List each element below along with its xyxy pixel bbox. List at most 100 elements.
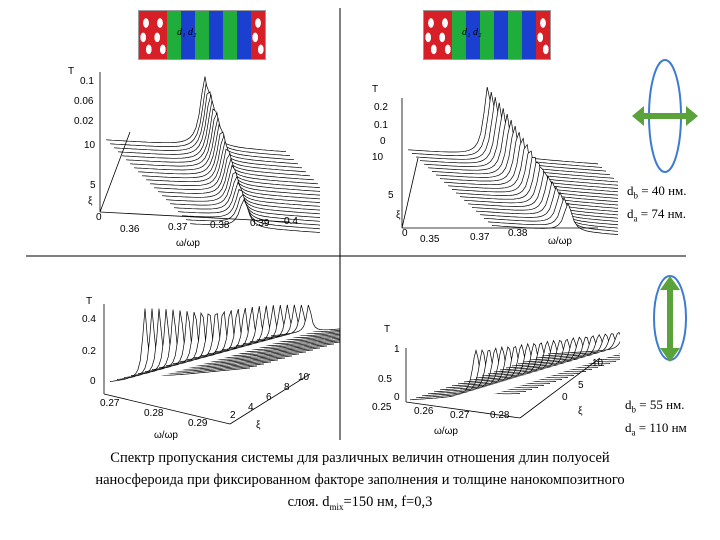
t-tick: 0.02	[74, 116, 94, 127]
layer-band	[494, 11, 508, 59]
t-tick: 0.2	[374, 102, 388, 113]
spectrum-curve	[487, 196, 618, 232]
caption-line: наносфероида при фиксированном факторе з…	[95, 472, 625, 488]
layer-band	[466, 11, 480, 59]
t-tick: 0.4	[82, 314, 96, 325]
t-tick: 0	[90, 376, 96, 387]
xi-tick: 10	[592, 358, 604, 369]
xi-tick: 5	[388, 190, 394, 201]
xi-tick: 5	[578, 380, 584, 391]
spectrum-curve	[242, 304, 340, 345]
w-tick: 0.25	[372, 402, 392, 413]
plot-bottom-right: T 1 0.5 0 10 5 0 ξ 0.25 0.26 0.27 0.28 ω…	[372, 324, 620, 437]
xi-axis-label: ξ	[88, 196, 93, 207]
xi-tick: 10	[84, 140, 96, 151]
param-line-db: db = 40 нм.	[627, 183, 687, 201]
axis-frame	[401, 98, 598, 229]
layer-band	[223, 11, 237, 59]
spectrum-curve	[263, 304, 340, 339]
t-axis-label: T	[86, 296, 92, 307]
layer-band	[181, 11, 195, 59]
layer-structure-strip-1: d₁ d₂	[138, 10, 266, 60]
layer-band	[167, 11, 181, 59]
xi-tick: 10	[298, 372, 310, 383]
w-axis-label: ω/ωp	[154, 430, 178, 441]
polarization-vertical-icon	[653, 275, 687, 362]
w-axis-label: ω/ωp	[434, 426, 458, 437]
w-tick: 0.28	[144, 408, 164, 419]
params-bottom: db = 55 нм. da = 110 нм	[625, 396, 687, 441]
w-tick: 0.27	[100, 398, 120, 409]
w-tick: 0.26	[414, 406, 434, 417]
w-tick: 0.39	[250, 218, 270, 229]
w-tick: 0.27	[450, 410, 470, 421]
spectrum-curve	[535, 333, 620, 359]
xi-axis-label: ξ	[396, 210, 401, 221]
plot-bottom-left: T 0.4 0.2 0 10 8 6 4 2 ξ 0.27 0.28 0.29 …	[82, 296, 340, 441]
t-axis-label: T	[384, 324, 390, 335]
plot-top-right: T 0.2 0.1 0 10 5 0 ξ 0.35 0.37 0.38 ω/ωp	[372, 84, 618, 247]
axis-frame	[103, 304, 311, 425]
surface-mesh	[401, 87, 618, 235]
caption-line: слоя. dmix=150 нм, f=0,3	[287, 494, 433, 512]
layer-band	[195, 11, 209, 59]
w-axis-label: ω/ωp	[176, 238, 200, 249]
xi-tick: 6	[266, 392, 272, 403]
xi-tick: 0	[562, 392, 568, 403]
layer-band	[522, 11, 536, 59]
surface-mesh	[103, 304, 340, 425]
figure-caption: Спектр пропускания системы для различных…	[20, 447, 700, 518]
layer-band	[139, 11, 153, 59]
t-axis-label: T	[68, 66, 74, 77]
layer-band	[237, 11, 251, 59]
spectrum-curve	[409, 349, 521, 401]
spectrum-curve	[421, 349, 533, 397]
spectrum-curve	[189, 198, 320, 233]
t-tick: 0	[380, 136, 386, 147]
spectrum-curve	[235, 305, 340, 347]
w-tick: 0.29	[188, 418, 208, 429]
t-tick: 0.1	[80, 76, 94, 87]
layer-band	[536, 11, 550, 59]
xi-tick: 0	[402, 228, 408, 239]
w-tick: 0.38	[210, 220, 230, 231]
spectrum-curve	[109, 308, 251, 382]
xi-axis-label: ξ	[256, 420, 261, 431]
layer-band	[508, 11, 522, 59]
w-tick: 0.38	[508, 228, 528, 239]
layer-band	[424, 11, 438, 59]
w-tick: 0.36	[120, 224, 140, 235]
layer-band	[438, 11, 452, 59]
w-tick: 0.37	[470, 232, 490, 243]
param-line-db: db = 55 нм.	[625, 397, 685, 415]
spectrum-curve	[483, 191, 618, 229]
w-tick: 0.4	[284, 216, 298, 227]
param-line-da: da = 74 нм.	[627, 205, 687, 224]
spectrum-curve	[479, 185, 618, 226]
layer-band	[452, 11, 466, 59]
xi-tick: 10	[372, 152, 384, 163]
spectrum-curve	[547, 341, 620, 355]
t-tick: 0.1	[374, 120, 388, 131]
spectrum-curve	[113, 91, 295, 161]
spectrum-curve	[541, 331, 620, 357]
w-tick: 0.35	[420, 234, 440, 245]
polarization-horizontal-icon	[632, 59, 698, 173]
t-tick: 0	[394, 392, 400, 403]
strip-label: d₁ d₂	[177, 27, 197, 38]
spectrum-curve	[270, 304, 340, 337]
t-tick: 0.06	[74, 96, 94, 107]
w-axis-label: ω/ωp	[548, 236, 572, 247]
axis-frame	[405, 348, 601, 419]
t-tick: 1	[394, 344, 400, 355]
axis-frame	[99, 72, 291, 223]
w-tick: 0.37	[168, 222, 188, 233]
xi-tick: 8	[284, 382, 290, 393]
layer-band	[209, 11, 223, 59]
xi-tick: 2	[230, 410, 236, 421]
xi-tick: 5	[90, 180, 96, 191]
layer-band	[251, 11, 265, 59]
t-axis-label: T	[372, 84, 378, 95]
spectrum-curve	[158, 311, 300, 369]
